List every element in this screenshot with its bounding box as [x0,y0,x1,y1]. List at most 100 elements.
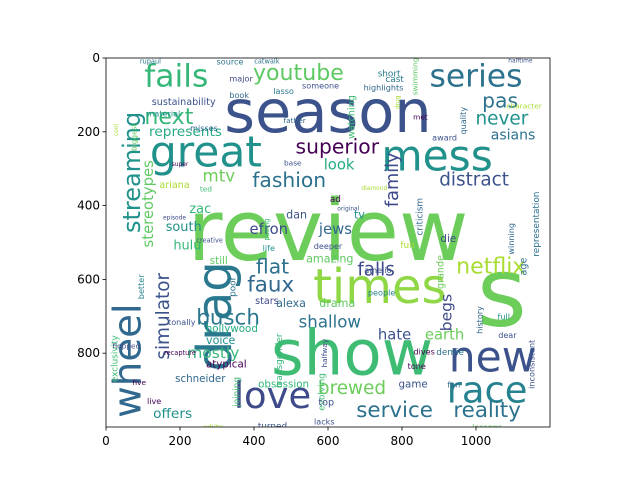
word-alexa: alexa [276,297,306,310]
y-tick-label: 400 [77,199,100,213]
word-fashion: fashion [252,168,326,192]
word-mostly: mostly [187,344,239,362]
word-major: major [229,73,253,83]
word-reality: reality [453,398,521,423]
word-fun: fun [400,241,414,251]
word-diamond: diamond [361,186,387,192]
word-father: father [284,116,307,125]
x-tick-label: 0 [102,434,110,448]
word-tone: tone [408,361,426,371]
x-tick-label: 200 [169,434,192,448]
x-tick-label: 800 [391,434,414,448]
word-south: south [166,220,202,235]
word-atypical: atypical [206,358,247,370]
word-biggest: biggest [129,123,138,151]
word-ad: ad [330,195,341,205]
word-inconsistent: inconsistent [527,340,537,389]
word-misses: misses [190,123,218,133]
y-tick-label: 200 [77,125,100,139]
word-obsession: obsession [258,379,309,391]
x-tick-label: 1000 [461,434,492,448]
word-cool: cool [114,124,120,136]
word-earth: earth [425,326,464,343]
word-schneider: schneider [175,373,226,385]
word-service: service [356,398,433,423]
word-swimming: swimming [410,57,419,95]
word-stereotypes: stereotypes [140,160,157,247]
word-shallow: shallow [299,312,361,331]
word-offers: offers [153,406,192,422]
word-never: never [476,108,529,129]
word-someone: someone [302,81,339,91]
word-episode: episode [163,216,186,222]
word-criticism: criticism [416,198,426,236]
word-busch: busch [196,306,260,331]
word-highlights: highlights [364,83,404,93]
word-tonally: tonally [168,317,196,327]
word-character: character [506,102,542,111]
word-short: short [378,70,401,80]
word-base: base [284,159,302,168]
word-live: live [147,396,161,406]
word-next: next [144,104,193,130]
word-original: original [337,206,359,212]
word-wheel: wheel [106,303,151,418]
word-race: race [447,369,528,412]
word-met: met [413,113,428,122]
word-watching: watching [347,95,358,139]
word-represents: represents [149,124,222,140]
y-axis-ticks: 0 200 400 600 800 [77,51,106,360]
word-demie: demie [436,348,464,358]
word-evolving: evolving [317,373,327,411]
word-dan: dan [286,208,307,221]
word-review: review [188,182,469,281]
word-amazing: amazing [306,253,353,266]
word-life: life [263,243,275,253]
word-netflix: netflix [456,254,525,280]
word-pas: pas [482,88,518,112]
word-exclusivity: exclusivity [110,335,120,382]
x-axis-ticks: 0 200 400 600 800 1000 [102,427,491,448]
word-quality: quality [458,107,468,135]
word-lacks: lacks [314,417,335,427]
word-drama: drama [319,297,355,310]
word-recapture: recapture [164,349,196,357]
word-look: look [324,157,355,174]
word-catwalk: catwalk [254,58,280,66]
word-poor: poor [229,276,239,296]
word-show: show [271,317,433,390]
word-mtv: mtv [203,167,236,186]
word-faux: faux [247,272,294,297]
word-flopped: flopped [112,341,140,350]
word-history: history [475,306,485,334]
word-lessons: lessons [472,422,502,432]
word-grande: grande [435,255,446,289]
word-series: series [430,58,523,94]
word-joining: joining [232,377,242,408]
word-season: season [224,77,431,146]
word-youtube: youtube [253,60,344,86]
word-mess: mess [381,131,493,180]
word-transgender: transgender [275,333,285,388]
word-great: great [150,128,262,177]
word-simulator: simulator [153,273,174,360]
word-source: source [217,57,244,67]
word-winning: winning [506,223,516,255]
word-pacing: pacing [263,219,271,241]
word-halftime: halftime [508,59,533,65]
word-voice: voice [206,334,236,347]
word-fan: fan [447,380,460,390]
word-s: s [477,236,527,348]
word-hollywood: hollywood [206,323,258,335]
word-family: family [383,153,403,208]
word-creative: creative [196,237,223,245]
word-halfway: halfway [320,338,329,367]
word-amelio: amelio [364,265,391,275]
word-falls: falls [357,260,395,281]
word-deeper: deeper [314,241,343,251]
word-award: award [432,132,457,142]
word-zac: zac [189,202,211,217]
word-asians: asians [491,128,536,144]
